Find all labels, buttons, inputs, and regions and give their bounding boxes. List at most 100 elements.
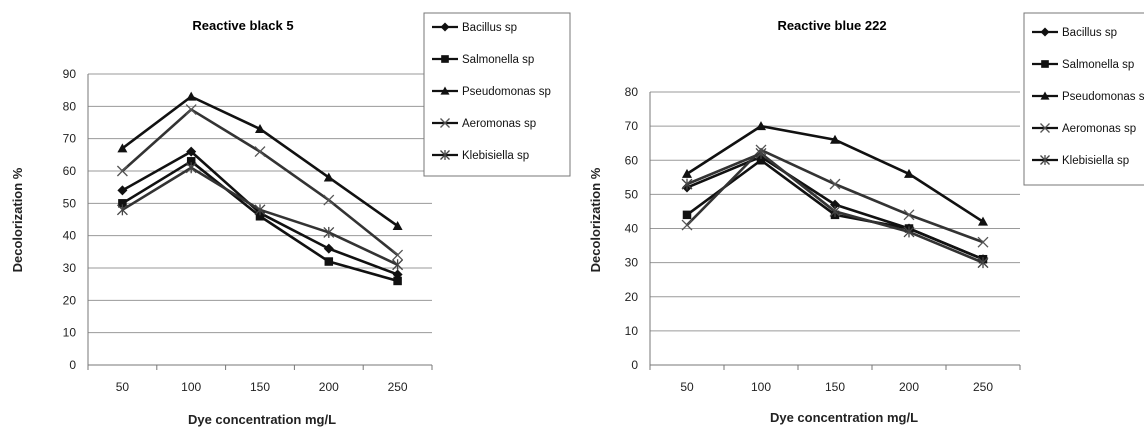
- legend-label: Klebisiella sp: [462, 150, 529, 162]
- y-tick-label: 60: [625, 153, 639, 167]
- y-tick-label: 90: [63, 67, 77, 81]
- y-axis-label: Decolorization %: [10, 167, 25, 272]
- series-pseudomonas-sp: [117, 91, 403, 230]
- y-tick-label: 20: [625, 290, 639, 304]
- legend-label: Bacillus sp: [462, 22, 517, 34]
- data-point: [392, 259, 404, 271]
- data-point: [392, 249, 404, 261]
- data-point: [977, 257, 989, 269]
- legend-item: Klebisiella sp: [432, 150, 529, 162]
- data-point: [117, 185, 128, 196]
- legend-item: Bacillus sp: [1032, 27, 1117, 39]
- y-tick-label: 80: [625, 85, 639, 99]
- legend-marker: [440, 150, 450, 160]
- legend-item: Salmonella sp: [432, 54, 534, 66]
- data-point: [830, 199, 840, 210]
- chart-panel-reactive-black-5: Reactive black 5 Dye concentration mg/L …: [10, 12, 571, 427]
- series-aeromonas-sp: [116, 104, 404, 261]
- data-point: [393, 276, 402, 286]
- y-tick-label: 40: [625, 222, 639, 236]
- y-tick-label: 30: [625, 256, 639, 270]
- y-tick-label: 70: [63, 132, 77, 146]
- series-klebisiella-sp: [681, 147, 989, 269]
- data-point: [323, 172, 334, 182]
- legend-marker: [1041, 60, 1049, 68]
- series-salmonella-sp: [118, 157, 402, 286]
- chart-title: Reactive blue 222: [777, 18, 886, 33]
- data-point: [829, 205, 841, 217]
- data-point: [255, 212, 265, 221]
- data-point: [323, 226, 335, 238]
- legend-marker: [1040, 27, 1050, 37]
- legend-label: Pseudomonas sp: [462, 86, 551, 98]
- data-point: [117, 143, 128, 153]
- y-tick-label: 20: [63, 293, 77, 307]
- legend-label: Aeromonas sp: [462, 118, 536, 130]
- x-axis-label: Dye concentration mg/L: [770, 410, 918, 425]
- legend-marker: [441, 55, 449, 63]
- x-tick-label: 200: [899, 380, 919, 394]
- data-point: [682, 168, 692, 178]
- y-tick-label: 70: [625, 119, 639, 133]
- legend-marker: [440, 118, 450, 128]
- data-point: [756, 156, 766, 165]
- data-point: [829, 178, 841, 190]
- x-tick-label: 250: [973, 380, 993, 394]
- legend-item: Salmonella sp: [1032, 59, 1134, 71]
- data-point: [255, 123, 265, 133]
- data-point: [186, 146, 197, 157]
- x-axis-label: Dye concentration mg/L: [188, 412, 336, 427]
- y-tick-label: 50: [63, 196, 77, 210]
- series-pseudomonas-s: [682, 121, 988, 226]
- legend-label: Aeromonas sp: [1062, 123, 1136, 135]
- data-point: [392, 220, 403, 230]
- data-point: [323, 243, 334, 254]
- y-axis-label: Decolorization %: [588, 167, 603, 272]
- x-tick-label: 50: [116, 380, 130, 394]
- legend-item: Pseudomonas sp: [432, 86, 551, 98]
- y-tick-label: 30: [63, 261, 77, 275]
- legend-marker: [1040, 123, 1050, 133]
- legend-label: Salmonella sp: [1062, 59, 1134, 71]
- series-klebisiella-sp: [116, 162, 404, 271]
- data-point: [903, 209, 915, 221]
- legend: Bacillus sp Salmonella sp Pseudomonas s Aer…: [1023, 12, 1144, 186]
- data-point: [186, 157, 196, 166]
- data-point: [681, 178, 693, 190]
- y-tick-label: 0: [631, 358, 638, 372]
- legend-label: Salmonella sp: [462, 54, 534, 66]
- data-point: [977, 236, 989, 248]
- y-tick-label: 50: [625, 187, 639, 201]
- data-point: [756, 121, 766, 131]
- y-tick-label: 10: [625, 324, 639, 338]
- chart-panel-reactive-blue-222: Reactive blue 222 Dye concentration mg/L…: [588, 12, 1144, 425]
- legend-item: Aeromonas sp: [432, 118, 536, 130]
- x-tick-label: 50: [680, 380, 694, 394]
- legend-label: Bacillus sp: [1062, 27, 1117, 39]
- x-tick-label: 100: [751, 380, 771, 394]
- y-tick-label: 60: [63, 164, 77, 178]
- x-tick-label: 250: [388, 380, 408, 394]
- data-point: [118, 199, 127, 208]
- data-point: [681, 219, 693, 231]
- data-point: [254, 204, 266, 216]
- data-point: [116, 204, 128, 216]
- data-point: [116, 165, 128, 177]
- data-point: [903, 226, 915, 238]
- y-tick-label: 0: [69, 358, 76, 372]
- legend-marker: [1040, 155, 1050, 165]
- data-point: [324, 257, 334, 266]
- y-tick-label: 80: [63, 99, 77, 113]
- y-tick-label: 40: [63, 229, 77, 243]
- legend-label: Klebisiella sp: [1062, 155, 1129, 167]
- data-point: [830, 134, 840, 144]
- legend-label: Pseudomonas s: [1062, 91, 1144, 103]
- x-tick-label: 200: [319, 380, 339, 394]
- data-point: [978, 216, 988, 226]
- legend-item: Klebisiella sp: [1032, 155, 1129, 167]
- legend-item: Bacillus sp: [432, 22, 517, 34]
- y-tick-label: 10: [63, 326, 77, 340]
- data-point: [185, 162, 197, 174]
- legend-marker: [440, 86, 450, 95]
- data-point: [755, 147, 767, 159]
